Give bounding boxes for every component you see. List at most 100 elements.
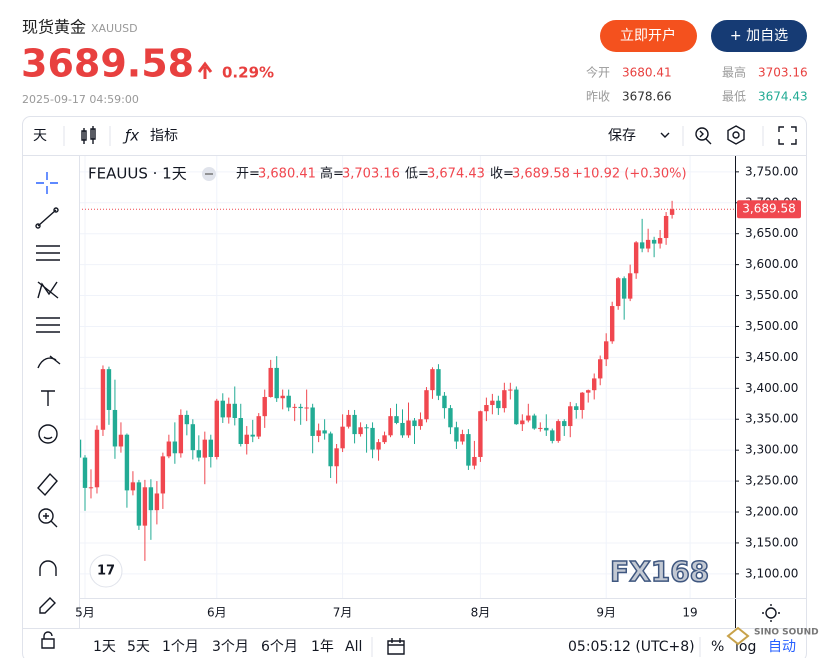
drawing-tools[interactable] — [35, 172, 61, 649]
candle-body — [250, 434, 255, 437]
candle-body — [514, 389, 519, 425]
candle-body — [244, 434, 249, 444]
sino-logo — [726, 626, 750, 646]
indicators[interactable]: 指标 — [150, 128, 178, 144]
x-tick-label: 6月 — [207, 606, 227, 620]
range[interactable]: 3个月 — [212, 639, 249, 655]
y-tick-label: 3,650.00 — [745, 226, 798, 240]
save[interactable]: 保存 — [608, 128, 636, 144]
button-label[interactable]: 立即开户 — [620, 27, 676, 44]
candle-body — [454, 427, 459, 442]
range[interactable]: All — [345, 639, 362, 655]
candle-body — [184, 414, 190, 425]
chart-panel — [22, 116, 807, 658]
y-tick-label: 3,250.00 — [745, 474, 798, 488]
candle-body — [310, 407, 315, 436]
candle-body — [340, 426, 345, 449]
candle-body — [226, 403, 231, 418]
range[interactable]: 6个月 — [261, 639, 298, 655]
range[interactable]: 1天 — [93, 639, 116, 655]
watchlist-button[interactable] — [711, 20, 807, 52]
quick-search-icon[interactable] — [695, 127, 712, 145]
candle-body — [178, 414, 184, 454]
candle-body — [508, 389, 513, 391]
candle-body — [663, 215, 669, 239]
fx168-watermark: FX168 — [610, 555, 709, 588]
stat-label: 最高 — [722, 65, 746, 80]
settings-icon[interactable] — [727, 125, 745, 145]
candle-body — [328, 433, 333, 467]
legend-label: 收= — [490, 167, 514, 182]
candle-body — [586, 390, 591, 393]
clock: 05:05:12 (UTC+8) — [568, 639, 695, 655]
range[interactable]: 5天 — [127, 639, 150, 655]
candle-body — [148, 487, 154, 511]
open-account-button[interactable] — [600, 20, 697, 52]
fullscreen-icon[interactable] — [778, 126, 797, 145]
candle-body — [370, 427, 375, 450]
change: 0.29% — [222, 64, 274, 82]
candle-body — [154, 493, 160, 511]
range[interactable]: 1个月 — [162, 639, 199, 655]
x-tick-label: 8月 — [471, 606, 491, 620]
candle-body — [400, 422, 405, 436]
candle-body — [358, 427, 363, 435]
candle-body — [394, 416, 399, 423]
candle-body — [472, 456, 477, 466]
candle-body — [316, 430, 321, 436]
legend-label: 开= — [236, 167, 260, 182]
candle-body — [256, 416, 261, 437]
candle-body — [82, 457, 88, 488]
axis-settings-icon[interactable] — [762, 604, 780, 622]
chevron[interactable] — [660, 132, 670, 138]
candle-body — [526, 415, 531, 421]
candle-body — [214, 400, 219, 457]
candle-body — [232, 403, 237, 419]
candle-body — [615, 278, 621, 307]
tv-logo-text: 17 — [97, 564, 115, 579]
interval[interactable]: 天 — [33, 128, 47, 144]
candle-body — [286, 395, 291, 408]
candle-body — [262, 396, 267, 417]
y-tick-label: 3,200.00 — [745, 505, 798, 519]
candle-body — [346, 414, 351, 427]
candle-body — [603, 341, 609, 360]
candle-body — [609, 306, 615, 342]
candle-body — [406, 420, 411, 436]
candle-body — [520, 420, 525, 425]
auto-toggle[interactable]: 自动 — [768, 639, 796, 655]
candle-body — [621, 278, 627, 299]
candle-body — [304, 407, 309, 409]
candle-body — [202, 439, 208, 458]
candle-body — [574, 406, 579, 410]
candle-body — [645, 239, 651, 249]
y-tick-label: 3,300.00 — [745, 443, 798, 457]
y-tick-label: 3,600.00 — [745, 257, 798, 271]
candle-body — [80, 439, 82, 458]
percent-toggle[interactable]: % — [711, 639, 724, 655]
symbol: XAUUSD — [91, 22, 138, 35]
candle-body — [669, 209, 675, 215]
candle-body — [484, 405, 489, 412]
candle-body — [364, 427, 369, 429]
candle-body — [424, 390, 429, 420]
candle-body — [382, 435, 387, 443]
candle-type-icon[interactable] — [81, 126, 96, 144]
range[interactable]: 1年 — [311, 639, 334, 655]
x-tick-label: 7月 — [333, 606, 353, 620]
candle-body — [460, 434, 465, 442]
candle-body — [388, 416, 393, 436]
calendar-icon[interactable] — [387, 638, 405, 655]
candle-body — [190, 424, 196, 451]
timestamp: 2025-09-17 04:59:00 — [22, 93, 139, 106]
candle-body — [592, 378, 597, 391]
candle-body — [502, 390, 507, 409]
candle-body — [627, 273, 633, 299]
candle-body — [418, 419, 423, 427]
x-tick-label: 19 — [682, 606, 697, 620]
fx-icon[interactable]: ƒx — [122, 127, 139, 145]
candle-body — [598, 359, 603, 379]
candle-body — [478, 411, 483, 457]
candle-body — [550, 430, 555, 441]
button-label[interactable]: + 加自选 — [730, 28, 788, 44]
